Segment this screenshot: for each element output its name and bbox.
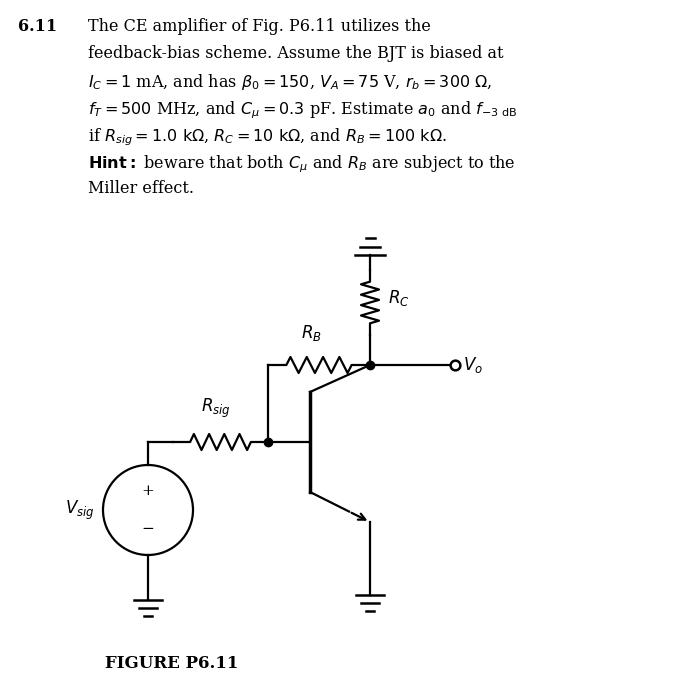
Text: Miller effect.: Miller effect.	[88, 180, 194, 197]
Text: $f_T = 500$ MHz, and $C_{\mu} = 0.3$ pF. Estimate $a_0$ and $f_{-3\ \mathrm{dB}}: $f_T = 500$ MHz, and $C_{\mu} = 0.3$ pF.…	[88, 99, 517, 120]
Text: $R_C$: $R_C$	[388, 288, 409, 307]
Text: 6.11: 6.11	[18, 18, 57, 35]
Text: $\mathbf{Hint:}$ beware that both $C_{\mu}$ and $R_B$ are subject to the: $\mathbf{Hint:}$ beware that both $C_{\m…	[88, 153, 515, 174]
Text: $R_{sig}$: $R_{sig}$	[201, 397, 230, 420]
Text: +: +	[142, 484, 154, 498]
Text: $V_{sig}$: $V_{sig}$	[65, 498, 95, 522]
Text: $V_o$: $V_o$	[463, 355, 483, 375]
Text: $I_C = 1$ mA, and has $\beta_0 = 150$, $V_A = 75$ V, $r_b = 300\ \Omega$,: $I_C = 1$ mA, and has $\beta_0 = 150$, $…	[88, 72, 493, 92]
Text: −: −	[142, 522, 154, 536]
Text: feedback-bias scheme. Assume the BJT is biased at: feedback-bias scheme. Assume the BJT is …	[88, 45, 504, 62]
Text: if $R_{sig} = 1.0\ \mathrm{k}\Omega$, $R_C = 10\ \mathrm{k}\Omega$, and $R_B = 1: if $R_{sig} = 1.0\ \mathrm{k}\Omega$, $R…	[88, 126, 447, 148]
Text: The CE amplifier of Fig. P6.11 utilizes the: The CE amplifier of Fig. P6.11 utilizes …	[88, 18, 431, 35]
Text: FIGURE P6.11: FIGURE P6.11	[105, 655, 238, 672]
Text: $R_B$: $R_B$	[301, 323, 321, 343]
